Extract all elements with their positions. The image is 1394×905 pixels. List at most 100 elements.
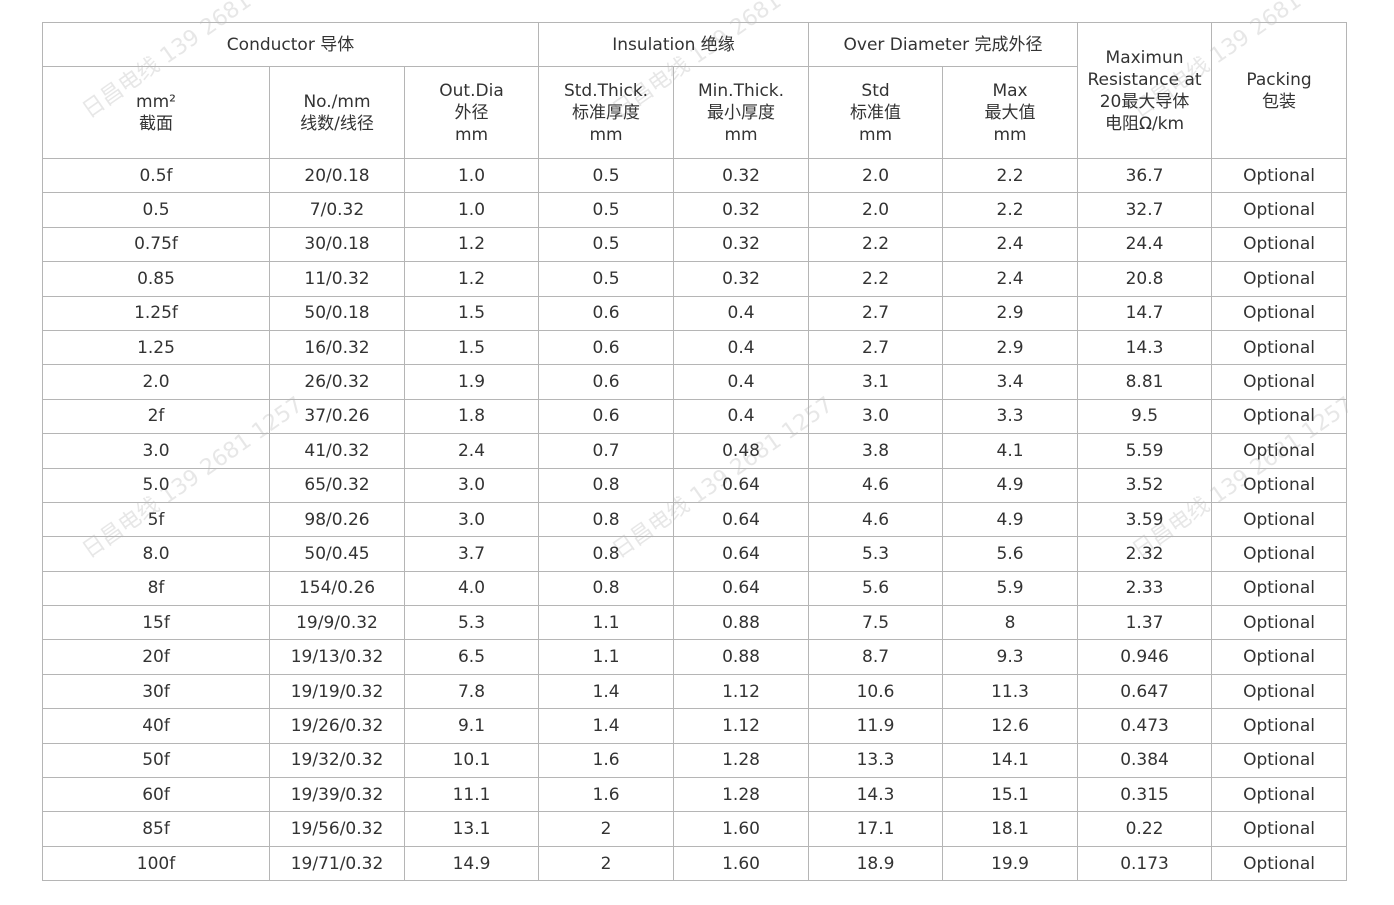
cell-out-dia: 1.9 [403,364,540,400]
cell-out-dia: 3.0 [403,501,540,538]
cell-std-od: 3.8 [808,433,944,469]
table-row: 0.5f 20/0.18 1.0 0.5 0.32 2.0 2.2 36.7 Optional [42,157,1348,194]
cell-packing: Optional [1211,501,1348,538]
cell-resistance: 0.173 [1077,845,1213,882]
cell-out-dia: 4.0 [403,570,540,607]
cell-resistance: 32.7 [1077,192,1213,228]
header-line: Max [992,80,1028,101]
cell-out-dia: 9.1 [403,708,540,744]
cell-out-dia: 1.8 [403,398,540,435]
cell-packing: Optional [1211,605,1348,641]
cell-cross-section: 50f [42,742,270,779]
cell-min-thick: 1.60 [673,845,810,882]
cell-std-od: 3.1 [808,364,944,400]
cell-std-od: 5.6 [808,570,944,607]
cell-cross-section: 30f [42,673,270,710]
table-row: 2.0 26/0.32 1.9 0.6 0.4 3.1 3.4 8.81 Optional [42,364,1348,400]
cell-resistance: 0.473 [1077,708,1213,744]
cell-max-od: 15.1 [942,777,1079,813]
cell-packing: Optional [1211,536,1348,572]
table-row: 0.75f 30/0.18 1.2 0.5 0.32 2.2 2.4 24.4 Optional [42,226,1348,263]
cell-max-od: 3.3 [942,398,1079,435]
cell-max-od: 2.9 [942,329,1079,366]
header-line: mm [454,124,489,145]
cell-max-od: 8 [942,605,1079,641]
cell-packing: Optional [1211,811,1348,847]
cell-std-thick: 0.5 [538,261,675,297]
header-line: Resistance at [1087,69,1202,90]
cell-resistance: 0.647 [1077,673,1213,710]
header-line: 包装 [1262,91,1297,112]
header-strands: No./mm 线数/线径 [269,66,405,159]
cell-strands: 19/56/0.32 [269,811,405,847]
cell-min-thick: 1.28 [673,777,810,813]
cell-max-od: 4.9 [942,467,1079,503]
cell-min-thick: 1.12 [673,708,810,744]
cell-out-dia: 3.7 [403,536,540,572]
cell-out-dia: 1.2 [403,226,540,263]
cell-cross-section: 3.0 [42,433,270,469]
cell-std-thick: 0.8 [538,536,675,572]
cell-min-thick: 0.4 [673,364,810,400]
cell-max-od: 2.4 [942,261,1079,297]
cell-strands: 7/0.32 [269,192,405,228]
cell-resistance: 24.4 [1077,226,1213,263]
cell-std-od: 4.6 [808,467,944,503]
cell-min-thick: 0.88 [673,639,810,675]
cell-max-od: 5.9 [942,570,1079,607]
table-row: 60f 19/39/0.32 11.1 1.6 1.28 14.3 15.1 0.315 Opt… [42,777,1348,813]
cell-packing: Optional [1211,433,1348,469]
cell-resistance: 3.59 [1077,501,1213,538]
cell-std-od: 2.2 [808,261,944,297]
cell-packing: Optional [1211,226,1348,263]
cell-min-thick: 1.60 [673,811,810,847]
cell-min-thick: 0.48 [673,433,810,469]
cell-packing: Optional [1211,295,1348,331]
group-header-insulation: Insulation 绝缘 [538,22,810,67]
cell-cross-section: 100f [42,845,270,882]
table-row: 8f 154/0.26 4.0 0.8 0.64 5.6 5.9 2.33 Optional [42,570,1348,607]
cell-out-dia: 1.2 [403,261,540,297]
cell-max-od: 18.1 [942,811,1079,847]
cell-strands: 19/19/0.32 [269,673,405,710]
header-line: Std [861,80,890,101]
cell-cross-section: 2.0 [42,364,270,400]
table-row: 15f 19/9/0.32 5.3 1.1 0.88 7.5 8 1.37 Optional [42,605,1348,641]
cell-cross-section: 8f [42,570,270,607]
cell-strands: 16/0.32 [269,329,405,366]
cell-max-od: 19.9 [942,845,1079,882]
table-row: 30f 19/19/0.32 7.8 1.4 1.12 10.6 11.3 0.647 Opti… [42,673,1348,710]
cell-resistance: 20.8 [1077,261,1213,297]
header-line: Min.Thick. [698,80,785,101]
cell-packing: Optional [1211,708,1348,744]
header-out-dia: Out.Dia 外径 mm [403,66,540,159]
cell-resistance: 5.59 [1077,433,1213,469]
cell-out-dia: 3.0 [403,467,540,503]
cell-cross-section: 20f [42,639,270,675]
cell-std-thick: 0.5 [538,226,675,263]
cell-packing: Optional [1211,742,1348,779]
cell-strands: 65/0.32 [269,467,405,503]
cell-min-thick: 1.12 [673,673,810,710]
table-row: 20f 19/13/0.32 6.5 1.1 0.88 8.7 9.3 0.946 Option… [42,639,1348,675]
cell-cross-section: 5f [42,501,270,538]
cell-min-thick: 0.32 [673,226,810,263]
header-line: mm [858,124,893,145]
cell-max-od: 2.2 [942,157,1079,194]
cell-out-dia: 14.9 [403,845,540,882]
table-row: 40f 19/26/0.32 9.1 1.4 1.12 11.9 12.6 0.473 Opti… [42,708,1348,744]
cell-out-dia: 11.1 [403,777,540,813]
cell-std-thick: 0.6 [538,295,675,331]
cell-std-od: 2.7 [808,329,944,366]
cell-min-thick: 0.64 [673,467,810,503]
cell-std-thick: 0.6 [538,364,675,400]
cell-resistance: 9.5 [1077,398,1213,435]
cell-cross-section: 0.5 [42,192,270,228]
cell-strands: 19/13/0.32 [269,639,405,675]
header-line: 20最大导体 [1099,91,1190,112]
header-cross-section: mm² 截面 [42,66,270,159]
group-header-conductor: Conductor 导体 [41,22,540,67]
cell-std-od: 11.9 [808,708,944,744]
cell-strands: 50/0.45 [269,536,405,572]
cell-resistance: 8.81 [1077,364,1213,400]
